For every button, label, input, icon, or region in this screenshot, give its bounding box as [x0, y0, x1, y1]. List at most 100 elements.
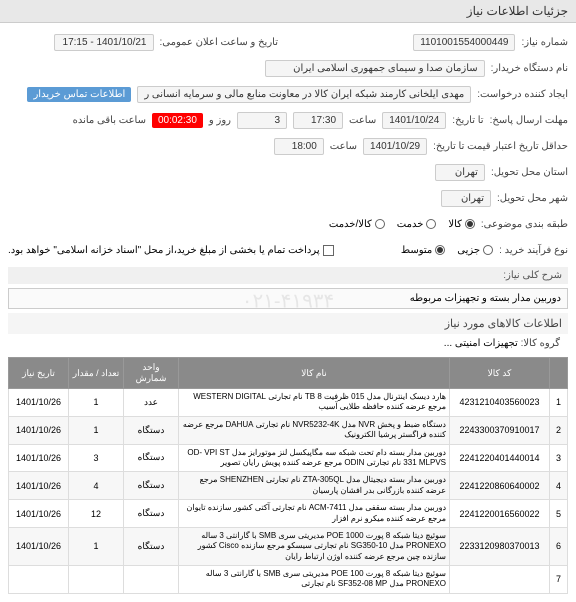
panel-header: جزئیات اطلاعات نیاز — [0, 0, 576, 23]
cell-name: هارد دیسک اینترنال مدل 015 ظرفیت TB 8 نا… — [179, 389, 450, 417]
cell-code: 4231210403560023 — [450, 389, 550, 417]
payment-checkbox — [323, 245, 334, 256]
credit-label: حداقل تاریخ اعتبار قیمت تا تاریخ: — [433, 141, 568, 152]
cell-date: 1401/10/26 — [9, 500, 69, 528]
cell-code: 2241220860640002 — [450, 472, 550, 500]
cell-date: 1401/10/26 — [9, 389, 69, 417]
group-row: گروه کالا: تجهیزات امنیتی ... — [8, 334, 568, 353]
cell-code: 2241220401440014 — [450, 444, 550, 472]
table-row: 32241220401440014دوربین مدار بسته دام تح… — [9, 444, 568, 472]
radio-kala-label: کالا — [448, 219, 462, 230]
table-header-row: کد کالا نام کالا واحد شمارش تعداد / مقدا… — [9, 358, 568, 389]
th-code: کد کالا — [450, 358, 550, 389]
table-row: 62233120980370013سوئیچ دیتا شبکه 8 پورت … — [9, 527, 568, 565]
delivery-city-value: تهران — [435, 164, 485, 181]
form-area: شماره نیاز: 1101001554000449 تاریخ و ساع… — [0, 23, 576, 602]
table-row: 42241220860640002دوربین مدار بسته دیجیتا… — [9, 472, 568, 500]
cell-unit: دستگاه — [124, 527, 179, 565]
cell-name: سوئیچ دیتا شبکه 8 پورت POE 1000 مدیریتی … — [179, 527, 450, 565]
radio-service[interactable]: خدمت — [397, 219, 437, 230]
time-label-1: ساعت — [349, 115, 376, 126]
radio-dot-service — [426, 219, 436, 229]
cell-date — [9, 566, 69, 594]
announce-label: تاریخ و ساعت اعلان عمومی: — [160, 37, 279, 48]
cell-unit — [124, 566, 179, 594]
radio-both[interactable]: کالا/خدمت — [329, 219, 385, 230]
org-value: سازمان صدا و سیمای جمهوری اسلامی ایران — [265, 60, 485, 77]
cell-unit: عدد — [124, 389, 179, 417]
credit-date-value: 1401/10/29 — [363, 138, 427, 155]
cell-code: 2241220016560022 — [450, 500, 550, 528]
reply-date-value: 1401/10/24 — [382, 112, 446, 129]
panel-title: جزئیات اطلاعات نیاز — [467, 4, 568, 18]
cell-qty — [69, 566, 124, 594]
niaz-no-label: شماره نیاز: — [521, 37, 568, 48]
cell-unit: دستگاه — [124, 500, 179, 528]
requester-value: مهدی ایلخانی کارمند شبکه ایران کالا در م… — [137, 86, 471, 103]
contact-info-button[interactable]: اطلاعات تماس خریدار — [27, 87, 131, 102]
announce-value: 1401/10/21 - 17:15 — [54, 34, 154, 51]
cell-idx: 5 — [550, 500, 568, 528]
cell-name: سوئیچ دیتا شبکه 8 پورت POE 100 مدیریتی س… — [179, 566, 450, 594]
buy-type-label: نوع فرآیند خرید : — [499, 245, 568, 256]
cell-idx: 4 — [550, 472, 568, 500]
niaz-no-value: 1101001554000449 — [413, 34, 515, 51]
radio-kala[interactable]: کالا — [448, 219, 475, 230]
cell-date: 1401/10/26 — [9, 416, 69, 444]
radio-dot-mid — [435, 245, 445, 255]
payment-note-check[interactable]: پرداخت تمام یا بخشی از مبلغ خرید،از محل … — [8, 245, 334, 256]
table-row: 7 سوئیچ دیتا شبکه 8 پورت POE 100 مدیریتی … — [9, 566, 568, 594]
radio-low[interactable]: جزیی — [457, 245, 493, 256]
group-label: گروه کالا: — [521, 338, 560, 349]
desc-box: دوربین مدار بسته و تجهیزات مربوطه — [8, 288, 568, 309]
reply-deadline-label: مهلت ارسال پاسخ: — [490, 115, 568, 126]
cell-date: 1401/10/26 — [9, 527, 69, 565]
cell-name: دوربین مدار بسته دام تحت شبکه سه مگاپیکس… — [179, 444, 450, 472]
delivery-town-value: تهران — [441, 190, 491, 207]
items-header: اطلاعات کالاهای مورد نیاز — [8, 313, 568, 334]
radio-dot-both — [375, 219, 385, 229]
payment-note-label: پرداخت تمام یا بخشی از مبلغ خرید،از محل … — [8, 245, 320, 256]
cell-qty: 1 — [69, 389, 124, 417]
cell-unit: دستگاه — [124, 444, 179, 472]
credit-time-value: 18:00 — [274, 138, 324, 155]
cell-idx: 3 — [550, 444, 568, 472]
cell-unit: دستگاه — [124, 472, 179, 500]
org-label: نام دستگاه خریدار: — [491, 63, 568, 74]
cell-name: دستگاه ضبط و پخش NVR مدل NVR5232-4K نام … — [179, 416, 450, 444]
remain-label: ساعت باقی مانده — [73, 115, 146, 126]
delivery-city-label: استان محل تحویل: — [491, 167, 568, 178]
radio-mid[interactable]: متوسط — [401, 245, 445, 256]
days-label: روز و — [209, 115, 231, 126]
th-date: تاریخ نیاز — [9, 358, 69, 389]
cell-qty: 1 — [69, 416, 124, 444]
subject-cat-radios: کالا خدمت کالا/خدمت — [329, 219, 475, 230]
cell-idx: 1 — [550, 389, 568, 417]
items-table: کد کالا نام کالا واحد شمارش تعداد / مقدا… — [8, 357, 568, 594]
table-row: 52241220016560022دوربین مدار بسته سقفی م… — [9, 500, 568, 528]
subject-cat-label: طبقه بندی موضوعی: — [481, 219, 568, 230]
cell-code: 2243300370910017 — [450, 416, 550, 444]
requester-label: ایجاد کننده درخواست: — [477, 89, 568, 100]
cell-qty: 4 — [69, 472, 124, 500]
radio-service-label: خدمت — [397, 219, 424, 230]
cell-code: 2233120980370013 — [450, 527, 550, 565]
th-qty: تعداد / مقدار — [69, 358, 124, 389]
days-remain: 3 — [237, 112, 287, 129]
cell-name: دوربین مدار بسته دیجیتال مدل ZTA-305QL ن… — [179, 472, 450, 500]
cell-unit: دستگاه — [124, 416, 179, 444]
th-name: نام کالا — [179, 358, 450, 389]
cell-qty: 12 — [69, 500, 124, 528]
until-label: تا تاریخ: — [452, 115, 483, 126]
th-unit: واحد شمارش — [124, 358, 179, 389]
cell-qty: 1 — [69, 527, 124, 565]
cell-qty: 3 — [69, 444, 124, 472]
cell-idx: 7 — [550, 566, 568, 594]
radio-mid-label: متوسط — [401, 245, 432, 256]
radio-dot-kala — [465, 219, 475, 229]
countdown-timer: 00:02:30 — [152, 113, 203, 128]
table-row: 22243300370910017دستگاه ضبط و پخش NVR مد… — [9, 416, 568, 444]
th-idx — [550, 358, 568, 389]
desc-label: شرح کلی نیاز: — [8, 267, 568, 284]
radio-both-label: کالا/خدمت — [329, 219, 372, 230]
